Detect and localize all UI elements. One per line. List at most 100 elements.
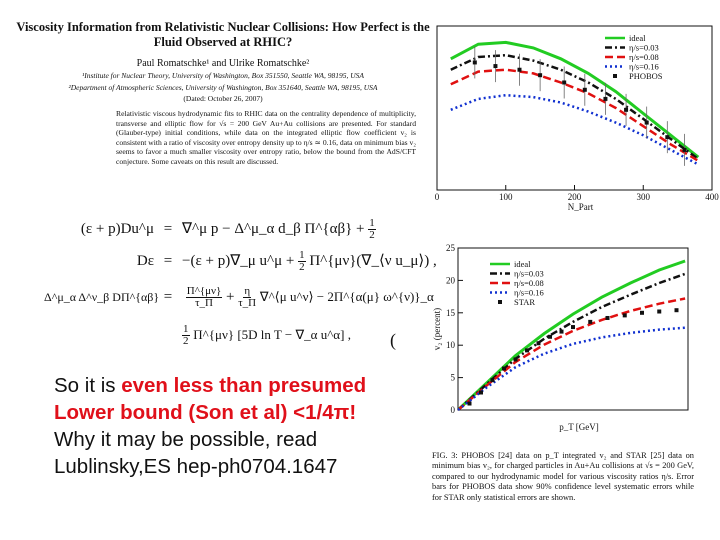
y-tick-label: 5 [451,373,456,383]
series-star-point [605,315,610,320]
series-star-point [490,378,495,383]
eq2-equals: = [163,252,173,269]
plot-frame [457,247,689,411]
series-phobos-point [624,107,629,112]
series-star-point [640,310,644,315]
y-tick-label: 20 [446,275,456,285]
series-star-point [548,334,552,339]
equation-row-1: (ε + p)Du^μ = ∇^μ p − Δ^μ_α d_β Π^{αβ} + 1… [44,218,376,241]
eq1-rhs: ∇^μ p − Δ^μ_α d_β Π^{αβ} + [182,220,365,237]
eq3-plus: + [226,288,235,305]
paper-authors: Paul Romatschke¹ and Ulrike Romatschke² [136,58,310,69]
series-star-point [479,390,483,395]
eq2-rhs-a: −(ε + p)∇_μ u^μ + [182,252,295,269]
legend-label: η/s=0.03 [514,269,544,279]
x-tick-label: 300 [637,192,651,202]
y-tick-label: 15 [446,308,456,318]
x-tick-label: 100 [499,192,513,202]
series-phobos-point [472,60,477,65]
slide-line-1: So it is even less than presumed [54,374,367,397]
series-star-point [674,308,679,313]
series-star-point [622,313,627,318]
plot-frame [436,25,713,191]
equation-row-3: Δ^μ_α Δ^ν_β DΠ^{αβ} = Π^{μν} τ_Π + η τ_Π ∇^… [44,286,434,309]
eq2-rhs-b: Π^{μν}(∇_⟨ν u_μ⟩) , [309,252,437,269]
slide-line-4: Lublinsky,ES hep-ph0704.1647 [54,455,338,478]
legend-marker [498,300,502,304]
x-tick-label: 400 [705,192,719,202]
legend-label: STAR [514,297,535,307]
eq1-equals: = [163,220,173,237]
legend-label: η/s=0.08 [514,278,544,288]
slide-text: So it is even less than presumed Lower b… [54,372,414,480]
eq3-equals: = [163,288,173,305]
equation-paren: ( [390,330,396,350]
series--s-0-03-line [450,53,700,161]
paper-affiliation-1: ¹Institute for Nuclear Theory, Universit… [81,71,365,80]
slide-line-2: Lower bound (Son et al) <1/4π! [54,401,357,424]
series--s-0-08-line [450,68,699,162]
x-axis-label: N_Part [568,202,594,212]
eq1-lhs: (ε + p)Du^μ [80,220,154,237]
eq4-rhs: Π^{μν} [5D ln T − ∇_α u^α] , [193,326,351,342]
x-tick-label: 200 [568,192,582,202]
series-phobos-point [538,73,543,78]
series-star-point [513,357,518,362]
paper-abstract: Relativistic viscous hydrodynamic fits t… [116,109,416,166]
v2-vs-npart-chart: 0 100 200 300 400 N_Part idealη/s=0.03η/s=0.08… [435,25,719,212]
eq3-fraction-1: Π^{μν} τ_Π [185,285,223,309]
legend-label: ideal [514,259,531,269]
eq3-lhs: Δ^μ_α Δ^ν_β DΠ^{αβ} [44,289,160,304]
series-phobos-point [493,64,498,69]
eq2-lhs: Dε [136,252,154,269]
series--s-0-08-line [457,297,686,411]
series-star-point [536,341,541,346]
series--s-0-03-line [457,272,686,411]
series-ideal-line [450,40,700,159]
legend-label: η/s=0.08 [629,52,659,62]
series-star-point [467,401,472,406]
paper-affiliation-2: ²Department of Atmospheric Sciences, Uni… [68,83,378,92]
series-star-point [588,319,593,324]
y-tick-label: 25 [446,243,456,253]
y-axis-label: v₂ (percent) [432,308,442,350]
series-phobos-point [644,120,649,125]
series-star-point [657,309,662,314]
series-star-point [525,348,529,353]
legend-label: η/s=0.16 [629,62,659,72]
legend-label: η/s=0.16 [514,288,544,298]
paper-title: Viscosity Information from Relativistic … [16,20,430,49]
figure-caption: FIG. 3: PHOBOS [24] data on p_T integrat… [432,451,694,502]
series-ideal-line [456,259,686,412]
series-phobos-point [665,135,670,140]
series-star-point [559,329,564,334]
y-tick-label: 0 [451,405,456,415]
legend-label: ideal [629,33,646,43]
x-axis-label: p_T [GeV] [559,422,599,432]
paper-header: Viscosity Information from Relativistic … [8,20,438,200]
legend-label: PHOBOS [629,71,663,81]
x-tick-label: 0 [435,192,440,202]
legend-label: η/s=0.03 [629,43,659,53]
series-phobos-point [682,147,687,152]
series-phobos-point [517,67,522,72]
paper-date: (Dated: October 26, 2007) [183,94,263,103]
legend-marker [613,74,617,78]
eq3-fraction-2: η τ_Π [238,285,257,309]
series-star-point [502,366,506,371]
series-phobos-point [582,87,587,92]
slide-line-3: Why it may be possible, read [54,428,318,451]
eq3-rhs: ∇^⟨μ u^ν⟩ − 2Π^{α(μ} ω^{ν)}_α [259,288,434,304]
series--s-0-16-line [450,93,699,166]
y-tick-label: 10 [446,340,456,350]
series-star-point [571,325,575,330]
series-phobos-point [562,80,567,85]
hydro-equations: (ε + p)Du^μ = ∇^μ p − Δ^μ_α d_β Π^{αβ} + 1… [44,210,437,360]
series-phobos-point [603,96,608,101]
